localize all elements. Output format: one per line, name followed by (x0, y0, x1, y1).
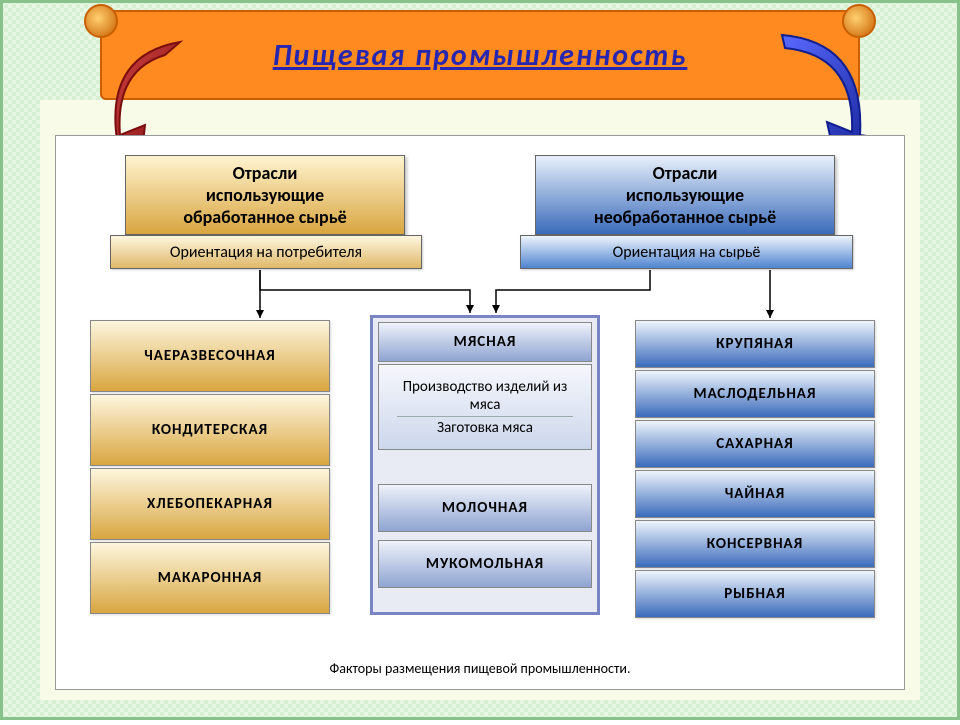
orientation-raw-label: Ориентация на сырьё (613, 243, 761, 262)
cell-dairy: МОЛОЧНАЯ (378, 484, 592, 532)
cell-meat-label: МЯСНАЯ (454, 333, 517, 351)
branch-raw: Отраслииспользующиенеобработанное сырьё (535, 155, 835, 235)
right-cell-2: САХАРНАЯ (635, 420, 875, 468)
cell-dairy-label: МОЛОЧНАЯ (442, 499, 528, 517)
right-cell-1: МАСЛОДЕЛЬНАЯ (635, 370, 875, 418)
cell-flour: МУКОМОЛЬНАЯ (378, 540, 592, 588)
right-cell-0: КРУПЯНАЯ (635, 320, 875, 368)
orientation-consumer-label: Ориентация на потребителя (170, 243, 362, 262)
orientation-raw: Ориентация на сырьё (520, 235, 853, 269)
right-cell-3: ЧАЙНАЯ (635, 470, 875, 518)
left-cell-1: КОНДИТЕРСКАЯ (90, 394, 330, 466)
scroll-right (842, 4, 876, 38)
right-cell-5: РЫБНАЯ (635, 570, 875, 618)
frame-caption: Факторы размещения пищевой промышленност… (0, 660, 960, 677)
right-cell-4: КОНСЕРВНАЯ (635, 520, 875, 568)
orientation-consumer: Ориентация на потребителя (110, 235, 422, 269)
title-banner: Пищевая промышленность (100, 10, 860, 100)
cell-meat-sub: Производство изделий из мяса Заготовка м… (378, 364, 592, 450)
left-cell-0: ЧАЕРАЗВЕСОЧНАЯ (90, 320, 330, 392)
banner-title: Пищевая промышленность (273, 37, 688, 74)
branch-processed: Отраслииспользующиеобработанное сырьё (125, 155, 405, 235)
cell-flour-label: МУКОМОЛЬНАЯ (426, 555, 544, 573)
cell-meat: МЯСНАЯ (378, 322, 592, 362)
left-cell-2: ХЛЕБОПЕКАРНАЯ (90, 468, 330, 540)
frame-caption-text: Факторы размещения пищевой промышленност… (330, 660, 631, 677)
left-cell-3: МАКАРОННАЯ (90, 542, 330, 614)
scroll-left (84, 4, 118, 38)
